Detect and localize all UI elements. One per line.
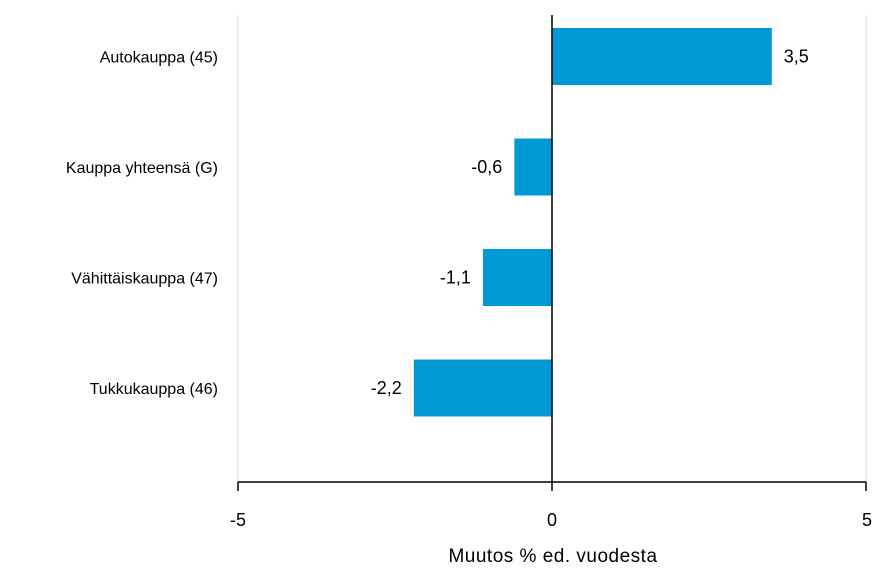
category-labels: Autokauppa (45) Kauppa yhteensä (G) Vähitt… (66, 50, 218, 399)
category-label: Vähittäiskauppa (47) (71, 271, 218, 288)
category-label: Autokauppa (45) (100, 50, 218, 67)
x-tick-label: 5 (862, 510, 872, 530)
x-tick-label: -5 (230, 510, 246, 530)
bar (482, 249, 552, 306)
category-label: Tukkukauppa (46) (90, 381, 218, 398)
value-label: -2,2 (371, 378, 402, 398)
x-axis: -5 0 5 (230, 481, 872, 530)
value-label: -0,6 (471, 157, 502, 177)
gridlines (237, 15, 867, 482)
bar (514, 138, 552, 196)
value-label: -1,1 (440, 268, 471, 288)
value-labels: 3,5 -0,6 -1,1 -2,2 (371, 47, 809, 399)
value-label: 3,5 (784, 47, 809, 67)
bars (413, 28, 772, 417)
x-axis-title: Muutos % ed. vuodesta (448, 546, 657, 567)
bar (413, 359, 552, 417)
x-tick-label: 0 (547, 510, 557, 530)
bar (552, 28, 772, 85)
category-label: Kauppa yhteensä (G) (66, 160, 218, 177)
